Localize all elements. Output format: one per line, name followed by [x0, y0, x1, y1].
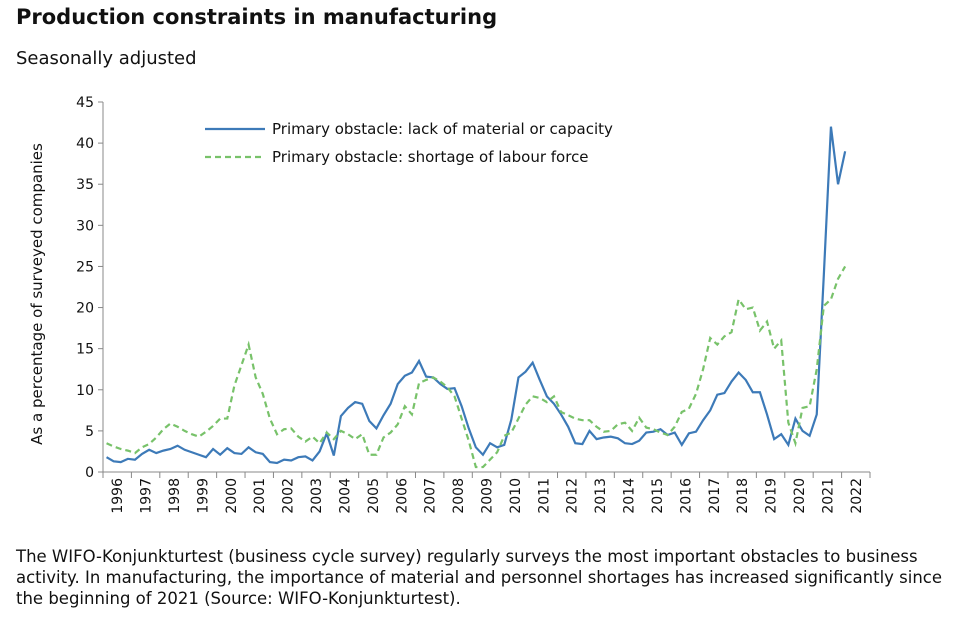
- x-tick-label: 2013: [593, 478, 609, 514]
- x-tick-label: 2010: [508, 478, 524, 514]
- x-tick-label: 2022: [849, 478, 865, 514]
- legend-label: Primary obstacle: shortage of labour for…: [272, 148, 589, 166]
- y-tick-label: 35: [76, 177, 94, 193]
- x-tick-label: 1997: [139, 478, 155, 514]
- x-tick-label: 2020: [792, 478, 808, 514]
- y-tick-label: 0: [85, 465, 94, 481]
- y-tick-label: 10: [76, 383, 94, 399]
- x-tick-label: 2012: [565, 478, 581, 514]
- x-tick-label: 2000: [224, 478, 240, 514]
- y-tick-label: 15: [76, 342, 94, 358]
- legend-label: Primary obstacle: lack of material or ca…: [272, 120, 613, 138]
- x-tick-label: 2001: [252, 478, 268, 514]
- footnote: The WIFO-Konjunkturtest (business cycle …: [16, 547, 943, 608]
- x-tick-label: 2007: [423, 478, 439, 514]
- x-tick-label: 1998: [167, 478, 183, 514]
- y-tick-label: 40: [76, 136, 94, 152]
- y-axis-label: As a percentage of surveyed companies: [28, 143, 46, 445]
- chart-subtitle: Seasonally adjusted: [16, 48, 197, 69]
- x-tick-label: 2002: [281, 478, 297, 514]
- x-tick-label: 1999: [195, 478, 211, 514]
- x-tick-label: 2008: [451, 478, 467, 514]
- x-tick-label: 2018: [735, 478, 751, 514]
- x-tick-label: 2003: [309, 478, 325, 514]
- chart-title: Production constraints in manufacturing: [16, 5, 497, 29]
- x-tick-label: 2011: [536, 478, 552, 514]
- x-tick-label: 2021: [820, 478, 836, 514]
- y-tick-label: 30: [76, 218, 94, 234]
- x-tick-label: 2015: [650, 478, 666, 514]
- y-tick-label: 5: [85, 424, 94, 440]
- line-series: [105, 126, 847, 465]
- x-tick-label: 1996: [110, 478, 126, 514]
- y-tick-label: 25: [76, 259, 94, 275]
- x-tick-label: 2009: [480, 478, 496, 514]
- x-tick-label: 2005: [366, 478, 382, 514]
- x-tick-label: 2004: [337, 478, 353, 514]
- chart: Production constraints in manufacturing …: [16, 5, 871, 514]
- x-tick-label: 2016: [678, 478, 694, 514]
- line-series: [106, 265, 847, 469]
- x-tick-label: 2019: [764, 478, 780, 514]
- x-tick-label: 2014: [622, 478, 638, 514]
- x-tick-label: 2017: [707, 478, 723, 514]
- y-tick-label: 45: [76, 95, 94, 111]
- x-tick-label: 2006: [394, 478, 410, 514]
- y-tick-label: 20: [76, 301, 94, 317]
